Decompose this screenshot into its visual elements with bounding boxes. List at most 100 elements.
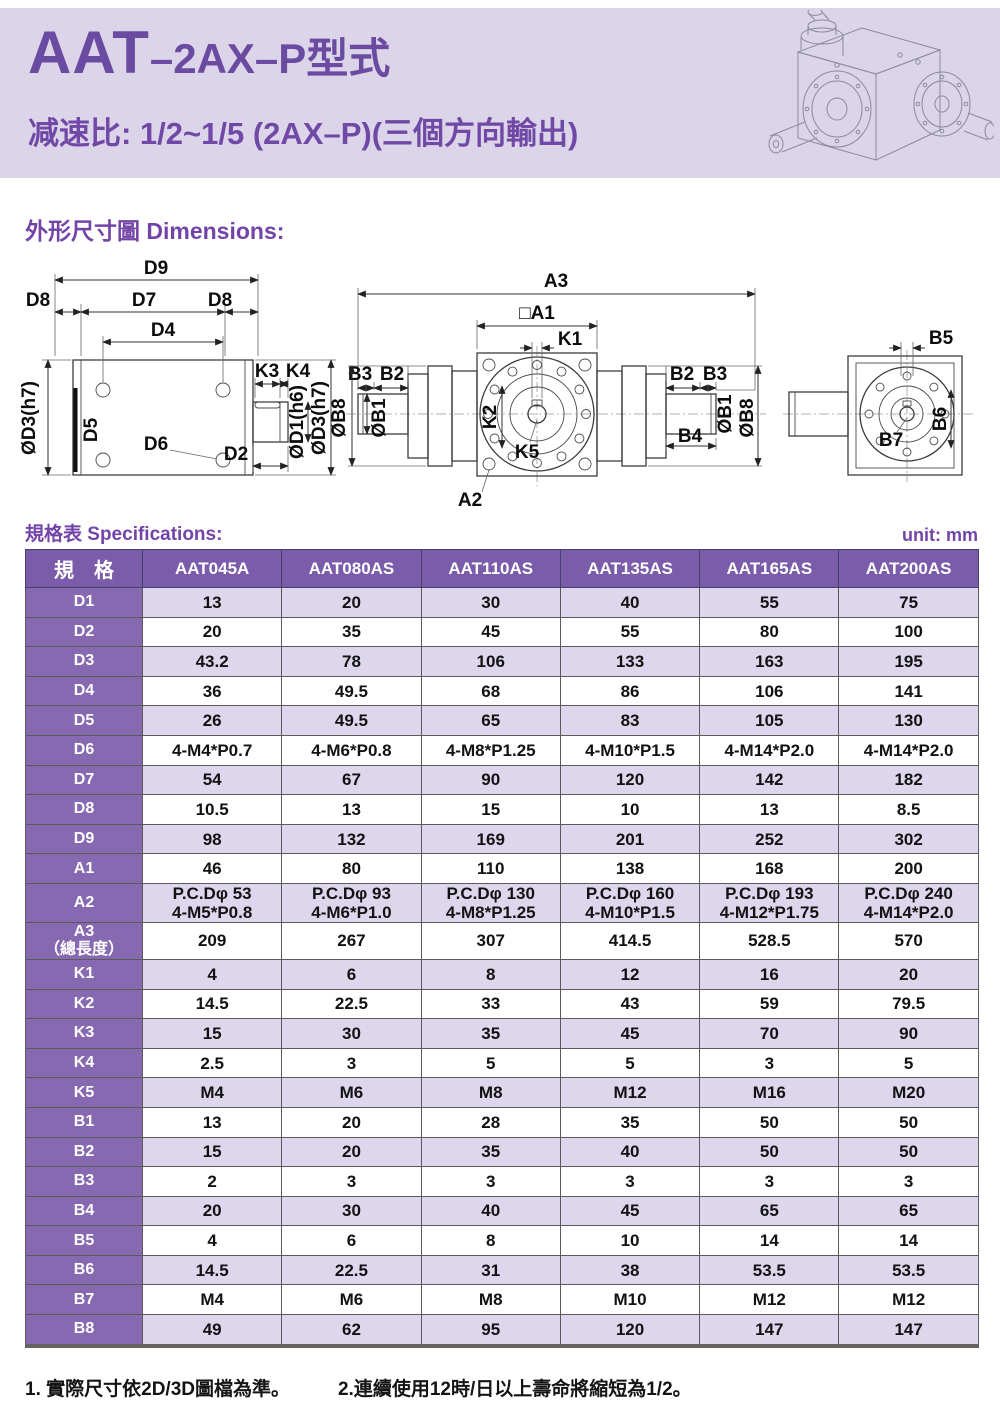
- spec-cell: 2.5: [141, 1047, 283, 1079]
- spec-cell: 252: [699, 823, 840, 855]
- dim-label-d9: D9: [144, 258, 168, 279]
- spec-cell: 15: [420, 794, 561, 825]
- left-view: D9 D8 D7 D8 D4 K3 K4 D2 D6 ØD3(h7) D5 ØD…: [19, 258, 336, 476]
- spec-cell: M10: [559, 1284, 701, 1316]
- dim-label-b3-left: B3: [348, 364, 372, 385]
- spec-cell: 4-M4*P0.7: [141, 734, 283, 766]
- dim-label-a1: □A1: [519, 303, 555, 324]
- spec-cell: 13: [281, 794, 422, 825]
- table-row: B1 13 20 28 35 50 50: [25, 1106, 979, 1138]
- spec-row-label: B2: [25, 1136, 143, 1168]
- spec-cell: 30: [281, 1195, 422, 1227]
- spec-header-row: 規 格 AAT045A AAT080AS AAT110AS AAT135AS A…: [25, 549, 979, 588]
- spec-cell: 98: [141, 823, 283, 855]
- table-row: K1 4 6 8 12 16 20: [25, 958, 979, 990]
- spec-cell: 65: [838, 1195, 979, 1227]
- spec-cell: 33: [420, 988, 561, 1020]
- spec-cell: 3: [420, 1166, 561, 1197]
- spec-cell: 49.5: [281, 675, 422, 707]
- table-row: D3 43.2 78 106 133 163 195: [25, 646, 979, 677]
- spec-cell: 50: [699, 1106, 840, 1138]
- dim-label-dia-b1-right: ØB1: [715, 394, 736, 434]
- spec-row-label: K3: [25, 1018, 143, 1049]
- spec-cell: 168: [699, 853, 840, 884]
- spec-cell: 80: [699, 616, 840, 648]
- spec-cell: 80: [281, 853, 422, 884]
- spec-cell: 163: [699, 646, 840, 677]
- page-title-main: AAT: [28, 19, 150, 86]
- dim-label-b3-right: B3: [703, 364, 727, 385]
- spec-cell: M6: [281, 1284, 422, 1316]
- spec-cell: 142: [699, 764, 840, 796]
- table-row: K2 14.5 22.5 33 43 59 79.5: [25, 988, 979, 1020]
- spec-cell: 59: [699, 988, 840, 1020]
- spec-row-label: D2: [25, 616, 143, 648]
- spec-cell: M8: [420, 1077, 561, 1108]
- spec-cell: 15: [141, 1018, 283, 1049]
- dim-label-d8-right: D8: [208, 290, 232, 311]
- table-row: D7 54 67 90 120 142 182: [25, 764, 979, 796]
- spec-cell: 30: [420, 587, 561, 618]
- spec-cell: 83: [559, 705, 701, 736]
- spec-cell: 12: [559, 958, 701, 990]
- dim-label-d6: D6: [144, 434, 168, 455]
- spec-row-label: K2: [25, 988, 143, 1020]
- spec-cell: 46: [141, 853, 283, 884]
- spec-row-label: D1: [25, 587, 143, 618]
- spec-cell: 49.5: [281, 705, 422, 736]
- spec-cell: 8.5: [838, 794, 979, 825]
- spec-header-model: AAT110AS: [420, 549, 561, 588]
- spec-cell: 30: [281, 1018, 422, 1049]
- spec-cell: 14.5: [141, 988, 283, 1020]
- spec-cell: 120: [559, 764, 701, 796]
- spec-cell: 38: [559, 1254, 701, 1286]
- dimensions-section-label: 外形尺寸圖 Dimensions:: [25, 218, 285, 244]
- dim-label-a2: A2: [458, 490, 482, 511]
- spec-cell: P.C.Dφ 240 4-M14*P2.0: [838, 882, 979, 923]
- spec-cell: 35: [281, 616, 422, 648]
- spec-cell: 65: [420, 705, 561, 736]
- spec-cell: 78: [281, 646, 422, 677]
- spec-cell: 20: [141, 1195, 283, 1227]
- spec-cell: M16: [699, 1077, 840, 1108]
- spec-cell: 6: [281, 958, 422, 990]
- spec-section-header: 規格表 Specifications: unit: mm: [25, 519, 978, 546]
- spec-cell: 43: [559, 988, 701, 1020]
- table-row: B4 20 30 40 45 65 65: [25, 1195, 979, 1227]
- spec-header-model: AAT045A: [141, 549, 283, 588]
- spec-cell: 141: [838, 675, 979, 707]
- table-row: A2 P.C.Dφ 53 4-M5*P0.8 P.C.Dφ 93 4-M6*P1.0…: [25, 882, 979, 923]
- spec-cell: 68: [420, 675, 561, 707]
- dim-label-b4: B4: [678, 426, 703, 447]
- dim-label-d5: D5: [81, 417, 102, 442]
- spec-cell: M12: [559, 1077, 701, 1108]
- spec-cell: 50: [838, 1136, 979, 1168]
- spec-row-label: A2: [25, 882, 143, 923]
- spec-cell: 307: [420, 921, 561, 960]
- table-row: D4 36 49.5 68 86 106 141: [25, 675, 979, 707]
- spec-row-label: D7: [25, 764, 143, 796]
- spec-cell: 67: [281, 764, 422, 796]
- spec-cell: M20: [838, 1077, 979, 1108]
- center-view: A3 □A1 K1 B3 B2 ØB8 ØB1 K2 K5 B2 B3: [329, 271, 766, 511]
- spec-cell: 182: [838, 764, 979, 796]
- spec-cell: 45: [559, 1195, 701, 1227]
- spec-cell: M12: [838, 1284, 979, 1316]
- spec-row-label: B5: [25, 1225, 143, 1256]
- page-title: AAT–2AX–P型式: [28, 18, 390, 87]
- spec-cell: 200: [838, 853, 979, 884]
- spec-header-model: AAT165AS: [699, 549, 840, 588]
- spec-cell: 4-M14*P2.0: [699, 734, 840, 766]
- dim-label-b5: B5: [929, 328, 954, 349]
- spec-cell: 267: [281, 921, 422, 960]
- spec-cell: 26: [141, 705, 283, 736]
- spec-cell: 95: [420, 1314, 561, 1347]
- spec-cell: 54: [141, 764, 283, 796]
- spec-cell: 50: [699, 1136, 840, 1168]
- spec-row-label: D3: [25, 646, 143, 677]
- spec-cell: M8: [420, 1284, 561, 1316]
- table-row: A3 （總長度） 209 267 307 414.5 528.5 570: [25, 921, 979, 960]
- spec-cell: P.C.Dφ 93 4-M6*P1.0: [281, 882, 422, 923]
- right-view: B5 B6 B7: [783, 328, 973, 482]
- spec-row-label: A3 （總長度）: [25, 921, 143, 960]
